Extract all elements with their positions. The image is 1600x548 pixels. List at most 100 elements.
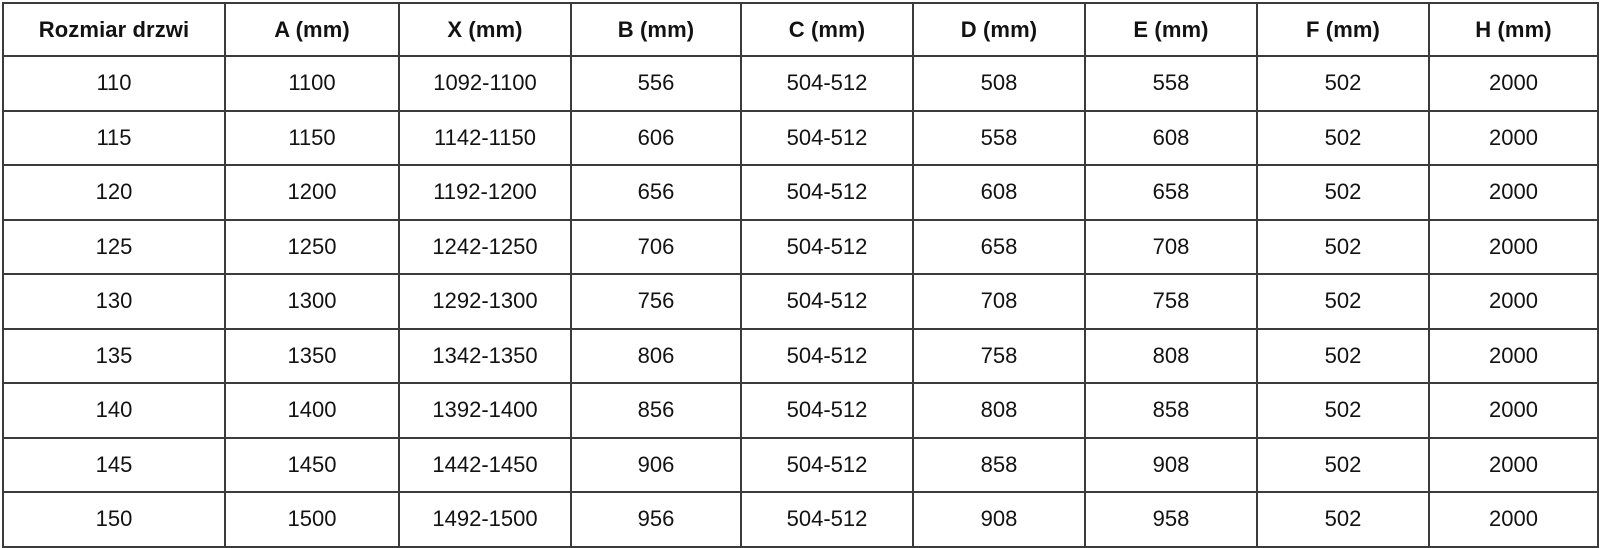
cell-b: 606 <box>570 109 742 166</box>
cell-d: 908 <box>912 491 1086 548</box>
cell-size: 115 <box>2 109 226 166</box>
table-row: 110 1100 1092-1100 556 504-512 508 558 502 2000 <box>2 55 1599 112</box>
cell-x: 1092-1100 <box>398 55 572 112</box>
cell-a: 1300 <box>224 273 400 330</box>
cell-a: 1200 <box>224 164 400 221</box>
cell-h: 2000 <box>1428 218 1599 275</box>
cell-b: 706 <box>570 218 742 275</box>
cell-h: 2000 <box>1428 436 1599 493</box>
table-body: 110 1100 1092-1100 556 504-512 508 558 502 2000 1… <box>2 55 1599 548</box>
cell-d: 558 <box>912 109 1086 166</box>
cell-a: 1150 <box>224 109 400 166</box>
cell-d: 858 <box>912 436 1086 493</box>
cell-b: 906 <box>570 436 742 493</box>
cell-c: 504-512 <box>740 55 914 112</box>
cell-h: 2000 <box>1428 273 1599 330</box>
table-row: 150 1500 1492-1500 956 504-512 908 958 502 2000 <box>2 491 1599 548</box>
cell-b: 806 <box>570 327 742 384</box>
column-header-f: F (mm) <box>1256 2 1430 57</box>
cell-x: 1342-1350 <box>398 327 572 384</box>
column-header-d: D (mm) <box>912 2 1086 57</box>
table-row: 130 1300 1292-1300 756 504-512 708 758 502 2000 <box>2 273 1599 330</box>
cell-x: 1392-1400 <box>398 382 572 439</box>
cell-f: 502 <box>1256 55 1430 112</box>
cell-e: 808 <box>1084 327 1258 384</box>
table-header: Rozmiar drzwi A (mm) X (mm) B (mm) C (mm) D (… <box>2 2 1599 57</box>
cell-b: 856 <box>570 382 742 439</box>
cell-x: 1242-1250 <box>398 218 572 275</box>
cell-b: 756 <box>570 273 742 330</box>
cell-size: 145 <box>2 436 226 493</box>
cell-b: 956 <box>570 491 742 548</box>
cell-a: 1450 <box>224 436 400 493</box>
cell-f: 502 <box>1256 382 1430 439</box>
cell-d: 708 <box>912 273 1086 330</box>
cell-size: 135 <box>2 327 226 384</box>
cell-b: 656 <box>570 164 742 221</box>
cell-d: 758 <box>912 327 1086 384</box>
table-row: 125 1250 1242-1250 706 504-512 658 708 502 2000 <box>2 218 1599 275</box>
cell-h: 2000 <box>1428 327 1599 384</box>
cell-e: 708 <box>1084 218 1258 275</box>
cell-d: 508 <box>912 55 1086 112</box>
table-row: 120 1200 1192-1200 656 504-512 608 658 502 2000 <box>2 164 1599 221</box>
table-row: 135 1350 1342-1350 806 504-512 758 808 502 2000 <box>2 327 1599 384</box>
cell-h: 2000 <box>1428 382 1599 439</box>
cell-f: 502 <box>1256 109 1430 166</box>
table-row: 145 1450 1442-1450 906 504-512 858 908 502 2000 <box>2 436 1599 493</box>
cell-c: 504-512 <box>740 109 914 166</box>
cell-h: 2000 <box>1428 164 1599 221</box>
cell-f: 502 <box>1256 491 1430 548</box>
cell-f: 502 <box>1256 164 1430 221</box>
cell-c: 504-512 <box>740 218 914 275</box>
cell-a: 1250 <box>224 218 400 275</box>
cell-h: 2000 <box>1428 491 1599 548</box>
cell-a: 1350 <box>224 327 400 384</box>
column-header-x: X (mm) <box>398 2 572 57</box>
cell-x: 1192-1200 <box>398 164 572 221</box>
cell-x: 1142-1150 <box>398 109 572 166</box>
cell-h: 2000 <box>1428 109 1599 166</box>
column-header-h: H (mm) <box>1428 2 1599 57</box>
cell-e: 858 <box>1084 382 1258 439</box>
cell-f: 502 <box>1256 436 1430 493</box>
cell-e: 908 <box>1084 436 1258 493</box>
cell-d: 808 <box>912 382 1086 439</box>
cell-e: 958 <box>1084 491 1258 548</box>
cell-c: 504-512 <box>740 491 914 548</box>
cell-x: 1492-1500 <box>398 491 572 548</box>
cell-size: 150 <box>2 491 226 548</box>
cell-c: 504-512 <box>740 164 914 221</box>
cell-e: 758 <box>1084 273 1258 330</box>
cell-size: 130 <box>2 273 226 330</box>
column-header-a: A (mm) <box>224 2 400 57</box>
table-row: 115 1150 1142-1150 606 504-512 558 608 502 2000 <box>2 109 1599 166</box>
cell-x: 1292-1300 <box>398 273 572 330</box>
cell-f: 502 <box>1256 273 1430 330</box>
cell-d: 658 <box>912 218 1086 275</box>
cell-size: 120 <box>2 164 226 221</box>
cell-c: 504-512 <box>740 273 914 330</box>
cell-x: 1442-1450 <box>398 436 572 493</box>
cell-a: 1100 <box>224 55 400 112</box>
cell-b: 556 <box>570 55 742 112</box>
cell-f: 502 <box>1256 327 1430 384</box>
table-header-row: Rozmiar drzwi A (mm) X (mm) B (mm) C (mm) D (… <box>2 2 1599 57</box>
cell-e: 658 <box>1084 164 1258 221</box>
cell-a: 1500 <box>224 491 400 548</box>
column-header-b: B (mm) <box>570 2 742 57</box>
cell-size: 110 <box>2 55 226 112</box>
cell-c: 504-512 <box>740 327 914 384</box>
column-header-c: C (mm) <box>740 2 914 57</box>
column-header-size: Rozmiar drzwi <box>2 2 226 57</box>
cell-d: 608 <box>912 164 1086 221</box>
cell-c: 504-512 <box>740 436 914 493</box>
cell-e: 608 <box>1084 109 1258 166</box>
cell-a: 1400 <box>224 382 400 439</box>
cell-f: 502 <box>1256 218 1430 275</box>
cell-c: 504-512 <box>740 382 914 439</box>
cell-h: 2000 <box>1428 55 1599 112</box>
table-row: 140 1400 1392-1400 856 504-512 808 858 502 2000 <box>2 382 1599 439</box>
